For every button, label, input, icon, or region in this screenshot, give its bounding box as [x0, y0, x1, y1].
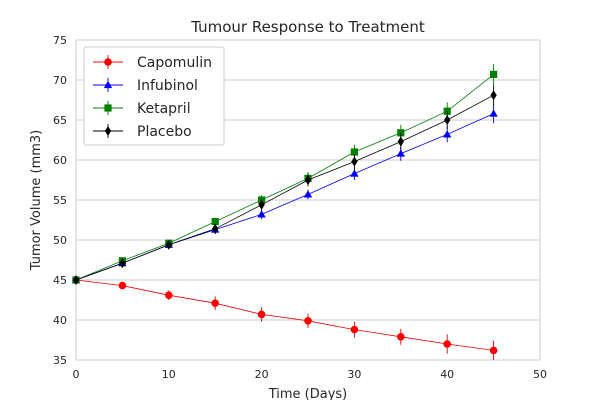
data-point: [258, 199, 265, 210]
series-placebo: [72, 84, 497, 286]
series-line: [75, 74, 494, 281]
y-tick-label: 50: [53, 234, 67, 247]
legend-label: Placebo: [137, 124, 192, 140]
data-point: [442, 130, 452, 138]
data-point: [490, 90, 497, 101]
y-tick-label: 40: [53, 314, 67, 327]
series-capomulin: [72, 276, 498, 360]
y-tick-label: 55: [53, 194, 67, 207]
y-axis-label: Tumor Volume (mm3): [29, 130, 44, 272]
legend-marker: [104, 104, 112, 112]
data-point: [396, 149, 406, 157]
legend-label: Ketapril: [137, 101, 191, 117]
data-point: [489, 109, 498, 117]
chart-title: Tumour Response to Treatment: [190, 18, 425, 36]
data-point: [212, 223, 219, 234]
series-line: [75, 94, 494, 281]
x-tick-label: 50: [533, 368, 547, 381]
y-tick-label: 70: [53, 74, 67, 87]
data-point: [165, 239, 172, 250]
x-axis-label: Time (Days): [268, 387, 348, 400]
data-point: [257, 210, 266, 218]
data-point: [257, 310, 266, 319]
series: [71, 64, 498, 360]
legend-box: [83, 46, 225, 146]
data-point: [490, 70, 498, 79]
data-point: [351, 156, 358, 167]
legend-marker: [104, 58, 112, 66]
data-point: [397, 136, 404, 147]
y-tick-label: 60: [53, 154, 67, 167]
y-tick-label: 75: [53, 34, 67, 47]
data-point: [303, 190, 313, 198]
data-point: [489, 346, 498, 355]
x-tick-label: 0: [73, 368, 80, 381]
x-tick-label: 30: [347, 368, 361, 381]
data-point: [444, 114, 451, 126]
y-tick-label: 35: [53, 354, 67, 367]
x-tick-label: 10: [162, 368, 176, 381]
legend-marker: [104, 125, 112, 137]
plot-frame: [75, 39, 541, 361]
data-point: [211, 299, 219, 308]
data-point: [118, 281, 127, 290]
data-point: [119, 258, 126, 269]
y-tick-label: 45: [53, 274, 67, 287]
data-point: [350, 148, 358, 156]
data-point: [304, 174, 312, 186]
legend: Capomulin Infubinol Ketapril Placebo: [83, 46, 225, 146]
x-tick-label: 20: [255, 368, 269, 381]
tick-labels: 35 40 45 50 55 60 65 70 75 0 10 20 30 40 50: [53, 34, 547, 381]
data-point: [350, 325, 359, 334]
data-point: [304, 317, 312, 325]
data-point: [72, 274, 80, 286]
data-point: [165, 291, 173, 300]
series-line: [75, 279, 494, 351]
x-tick-label: 40: [440, 368, 454, 381]
data-point: [350, 169, 359, 177]
data-point: [443, 340, 452, 348]
data-point: [397, 333, 405, 341]
legend-label: Infubinol: [137, 78, 198, 94]
legend-label: Capomulin: [137, 55, 212, 71]
legend-marker: [103, 80, 113, 89]
y-tick-label: 65: [53, 114, 67, 127]
